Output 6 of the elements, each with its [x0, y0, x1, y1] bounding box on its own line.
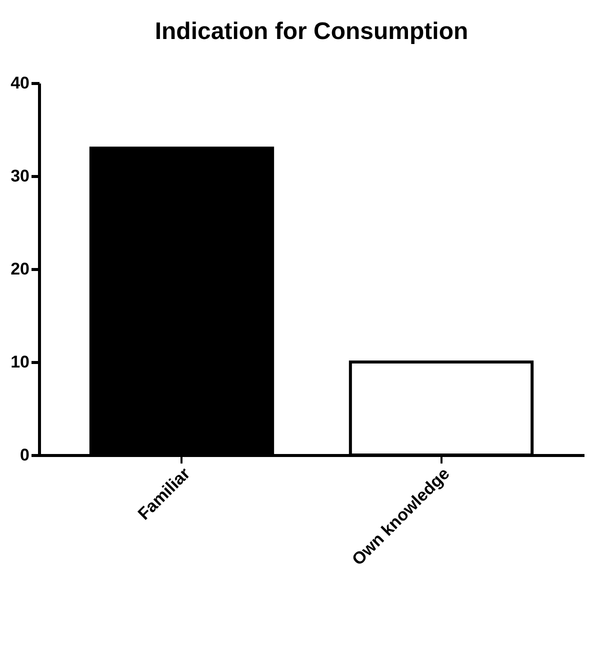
y-tick-label: 10 [10, 352, 30, 372]
y-tick-label: 20 [10, 260, 30, 278]
y-tick-label: 40 [10, 74, 30, 92]
y-tick-label: 0 [20, 446, 30, 464]
chart-title: Indication for Consumption [154, 18, 468, 45]
y-tick-label: 30 [10, 166, 30, 186]
